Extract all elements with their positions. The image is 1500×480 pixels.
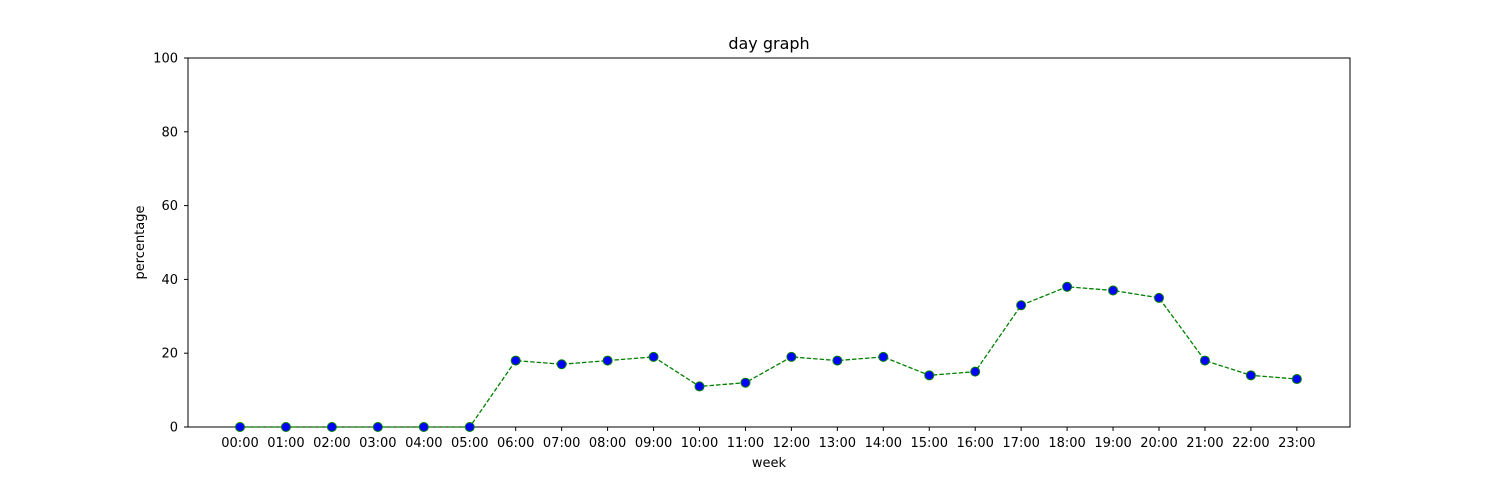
- y-tick-label: 0: [170, 421, 178, 436]
- data-point: [1291, 374, 1302, 385]
- x-tick-label: 01:00: [267, 436, 304, 451]
- data-point: [648, 351, 659, 362]
- x-tick-label: 16:00: [956, 436, 993, 451]
- x-tick-label: 08:00: [589, 436, 626, 451]
- data-point: [464, 422, 475, 432]
- data-point: [970, 366, 981, 377]
- x-tick-label: 03:00: [359, 436, 396, 451]
- plot-area: [187, 57, 1351, 428]
- data-point: [1062, 281, 1073, 292]
- data-point: [786, 351, 797, 362]
- data-point: [1199, 355, 1210, 366]
- y-tick-label: 20: [161, 347, 178, 362]
- x-tick-label: 11:00: [727, 436, 764, 451]
- x-axis: 00:00 01:00 02:00 03:00 04:00 05:00 06:00 07:00…: [221, 427, 1316, 451]
- data-point: [326, 422, 337, 432]
- x-tick-label: 15:00: [911, 436, 948, 451]
- series-line: [240, 286, 1297, 428]
- x-tick-label: 09:00: [635, 436, 672, 451]
- data-point: [1016, 300, 1027, 311]
- x-axis-title: week: [752, 456, 787, 471]
- x-tick-label: 06:00: [497, 436, 534, 451]
- x-tick-label: 23:00: [1278, 436, 1315, 451]
- x-tick-label: 04:00: [405, 436, 442, 451]
- data-point: [740, 377, 751, 388]
- y-axis: 0 20 40 60 80 100: [153, 52, 188, 436]
- y-tick-label: 40: [161, 273, 178, 288]
- data-point: [1108, 285, 1119, 296]
- data-point: [924, 370, 935, 381]
- x-tick-label: 00:00: [221, 436, 258, 451]
- data-point: [832, 355, 843, 366]
- data-point: [694, 381, 705, 392]
- x-tick-label: 13:00: [819, 436, 856, 451]
- x-tick-label: 05:00: [451, 436, 488, 451]
- x-tick-label: 19:00: [1094, 436, 1131, 451]
- y-axis-title: percentage: [133, 205, 148, 279]
- y-tick-label: 80: [161, 125, 178, 140]
- data-point: [235, 422, 245, 432]
- data-point: [1245, 370, 1256, 381]
- x-tick-label: 02:00: [313, 436, 350, 451]
- x-tick-label: 10:00: [681, 436, 718, 451]
- x-tick-label: 12:00: [773, 436, 810, 451]
- series-markers: [235, 281, 1302, 432]
- data-point: [418, 422, 429, 432]
- x-tick-label: 07:00: [543, 436, 580, 451]
- x-tick-label: 20:00: [1140, 436, 1177, 451]
- chart-title: day graph: [728, 34, 809, 53]
- data-point: [510, 355, 521, 366]
- data-point: [878, 351, 889, 362]
- y-tick-label: 60: [161, 199, 178, 214]
- x-tick-label: 17:00: [1002, 436, 1039, 451]
- x-tick-label: 18:00: [1048, 436, 1085, 451]
- data-point: [1154, 292, 1164, 303]
- data-point: [602, 355, 613, 366]
- y-tick-label: 100: [153, 52, 178, 67]
- x-tick-label: 21:00: [1186, 436, 1223, 451]
- x-tick-label: 22:00: [1232, 436, 1269, 451]
- data-point: [280, 422, 291, 432]
- x-tick-label: 14:00: [865, 436, 902, 451]
- data-point: [372, 422, 383, 432]
- data-point: [556, 359, 567, 370]
